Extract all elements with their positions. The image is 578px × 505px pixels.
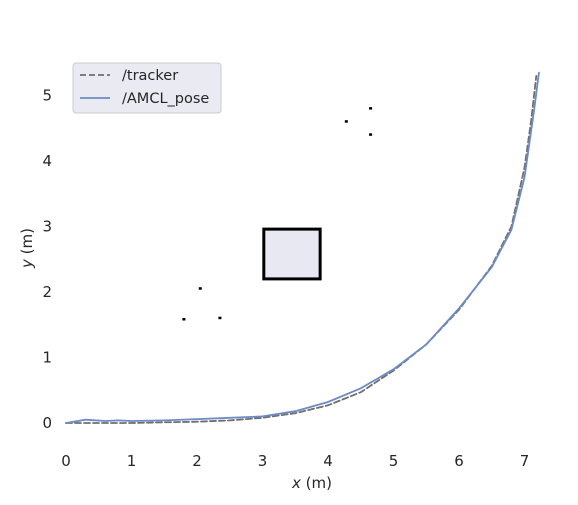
legend-tracker-label: /tracker (122, 68, 178, 84)
x-tick-labels: 0 1 2 3 4 5 6 7 (61, 452, 529, 470)
legend: /tracker /AMCL_pose (72, 62, 222, 114)
x-tick-label: 5 (389, 452, 399, 470)
x-tick-label: 6 (454, 452, 464, 470)
series-lines (65, 71, 540, 424)
map-speck (198, 287, 202, 290)
map-speck (218, 316, 222, 320)
map-speck (369, 133, 373, 136)
map-speck (369, 107, 373, 110)
tracker-line (65, 75, 538, 424)
y-tick-labels: 0 1 2 3 4 5 (42, 87, 52, 433)
x-tick-label: 0 (61, 452, 71, 470)
obstacle-box (262, 227, 322, 281)
x-tick-label: 7 (520, 452, 530, 470)
occupancy-map (182, 107, 373, 321)
legend-amcl-label: /AMCL_pose (122, 91, 209, 107)
amcl-pose-line (65, 71, 540, 424)
y-tick-label: 3 (42, 218, 52, 236)
x-tick-label: 2 (192, 452, 202, 470)
x-tick-label: 3 (258, 452, 268, 470)
map-speck (182, 318, 186, 321)
y-axis-label: y (m) (18, 228, 36, 269)
map-speck (344, 120, 348, 123)
x-tick-label: 1 (127, 452, 137, 470)
x-axis-label: x (m) (291, 474, 332, 492)
y-tick-label: 5 (42, 87, 52, 105)
y-tick-label: 4 (42, 152, 52, 170)
y-tick-label: 2 (42, 283, 52, 301)
y-tick-label: 1 (42, 349, 52, 367)
y-tick-label: 0 (42, 414, 52, 432)
x-tick-label: 4 (323, 452, 333, 470)
